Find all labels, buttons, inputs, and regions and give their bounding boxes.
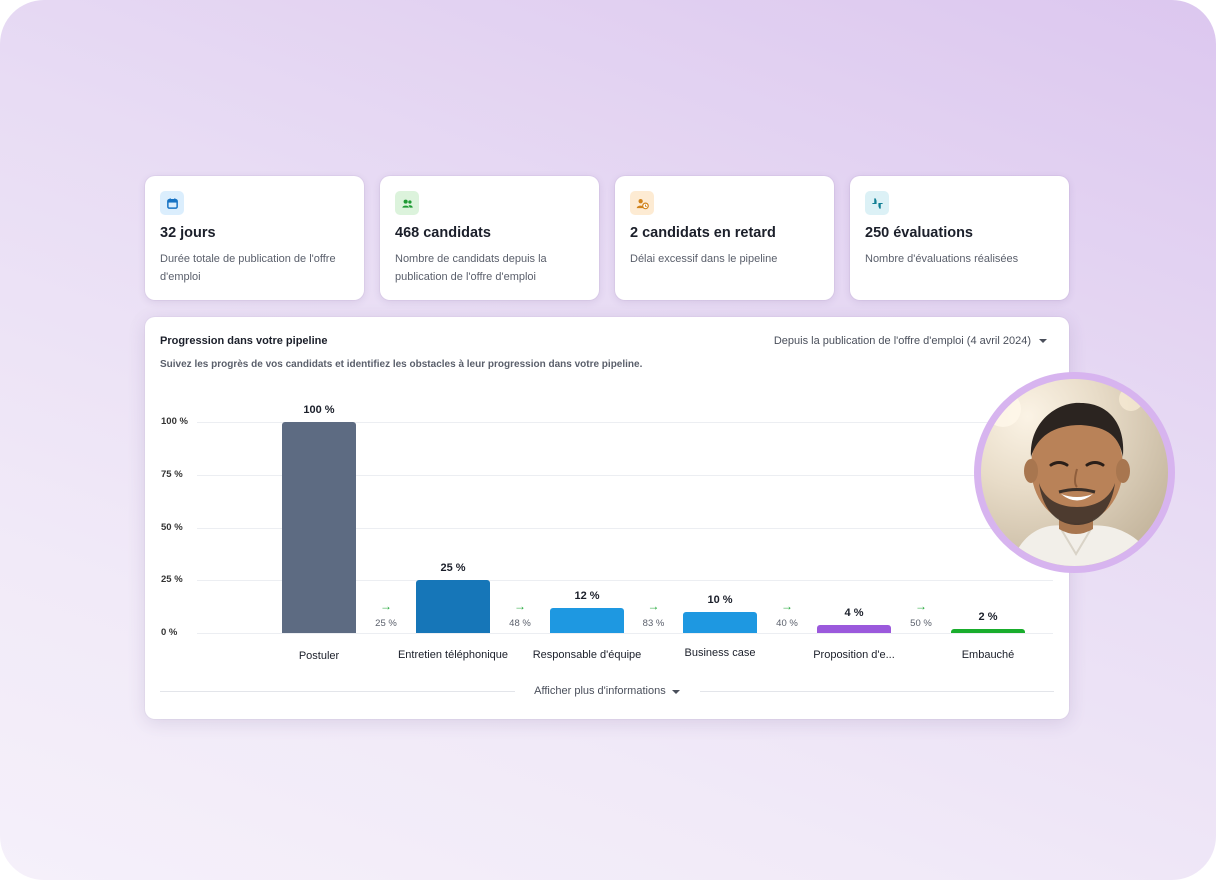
stat-card-description: Nombre d'évaluations réalisées	[865, 253, 1019, 265]
chevron-down-icon	[671, 690, 680, 694]
conversion-rate: 83 %	[642, 618, 665, 629]
divider-right	[700, 691, 1054, 692]
chart-bar[interactable]	[282, 422, 356, 633]
users-icon	[395, 191, 419, 215]
bar-value-label: 4 %	[844, 606, 864, 619]
chart-bar[interactable]	[951, 628, 1025, 633]
divider-left	[160, 691, 515, 692]
person-portrait	[985, 387, 1156, 566]
x-category-label: Responsable d'équipe	[532, 649, 642, 661]
stat-card: 468 candidats Nombre de candidats depuis …	[380, 176, 599, 300]
x-category-label: Business case	[684, 647, 756, 659]
show-more-label: Afficher plus d'informations	[534, 685, 666, 697]
chart-bar[interactable]	[817, 624, 891, 633]
arrow-right-icon: →	[647, 599, 660, 613]
x-category-label: Postuler	[298, 650, 340, 662]
arrow-right-icon: →	[514, 599, 526, 613]
chart-bar[interactable]	[683, 611, 757, 633]
stat-card: 32 jours Durée totale de publication de l…	[145, 176, 364, 300]
panel-subtitle: Suivez les progrès de vos candidats et i…	[160, 359, 643, 370]
stat-card: 2 candidats en retard Délai excessif dans…	[615, 176, 834, 300]
user-clock-icon	[630, 191, 654, 215]
pipeline-chart: 100 % 75 % 50 % 25 % 0 % 100 % Postuler 25 % Ent…	[145, 317, 1069, 719]
conversion-rate: 25 %	[375, 618, 397, 629]
bar-value-label: 2 %	[978, 610, 998, 623]
pipeline-panel: Progression dans votre pipeline Depuis l…	[145, 317, 1069, 719]
show-more-row: Afficher plus d'informations	[145, 685, 1069, 697]
gridline	[197, 475, 1053, 476]
calendar-icon	[160, 191, 184, 215]
y-tick-label: 0 %	[161, 627, 178, 638]
x-category-label: Proposition d'e...	[813, 649, 895, 661]
thumbs-icon	[865, 191, 889, 215]
avatar-photo	[981, 379, 1168, 566]
x-category-label: Entretien téléphonique	[397, 649, 509, 661]
arrow-right-icon: →	[781, 599, 793, 613]
y-tick-label: 75 %	[161, 469, 183, 480]
panel-title: Progression dans votre pipeline	[160, 335, 328, 347]
chevron-down-icon	[1039, 339, 1047, 343]
arrow-right-icon: →	[380, 599, 392, 613]
stat-card-description: Durée totale de publication de l'offre d…	[160, 253, 336, 283]
show-more-button[interactable]: Afficher plus d'informations	[524, 685, 690, 697]
chart-bar[interactable]	[416, 580, 490, 633]
stat-card-title: 2 candidats en retard	[630, 225, 776, 241]
stat-card-title: 32 jours	[160, 225, 216, 241]
gridline	[197, 528, 1053, 529]
stat-card-description: Délai excessif dans le pipeline	[630, 253, 778, 265]
conversion-rate: 50 %	[910, 618, 932, 629]
conversion-rate: 48 %	[509, 618, 531, 629]
stat-card-title: 468 candidats	[395, 225, 491, 241]
arrow-right-icon: →	[915, 599, 927, 613]
conversion-rate: 40 %	[776, 618, 798, 629]
y-tick-label: 25 %	[161, 574, 183, 585]
x-category-label: Embauché	[961, 649, 1015, 661]
gridline	[197, 422, 1053, 423]
avatar	[974, 372, 1175, 573]
y-tick-label: 100 %	[161, 416, 188, 427]
date-range-dropdown[interactable]: Depuis la publication de l'offre d'emplo…	[774, 335, 1047, 347]
bar-value-label: 12 %	[574, 589, 600, 602]
stat-card: 250 évaluations Nombre d'évaluations réal…	[850, 176, 1069, 300]
bar-value-label: 10 %	[707, 593, 733, 606]
stat-card-title: 250 évaluations	[865, 225, 973, 241]
chart-bar[interactable]	[550, 607, 624, 633]
bar-value-label: 25 %	[440, 562, 466, 575]
y-tick-label: 50 %	[161, 522, 183, 533]
gridline	[197, 580, 1053, 581]
bar-value-label: 100 %	[303, 404, 335, 416]
stat-card-description: Nombre de candidats depuis la publicatio…	[395, 253, 547, 283]
gridline	[197, 633, 1053, 634]
date-range-label: Depuis la publication de l'offre d'emplo…	[773, 335, 1031, 347]
